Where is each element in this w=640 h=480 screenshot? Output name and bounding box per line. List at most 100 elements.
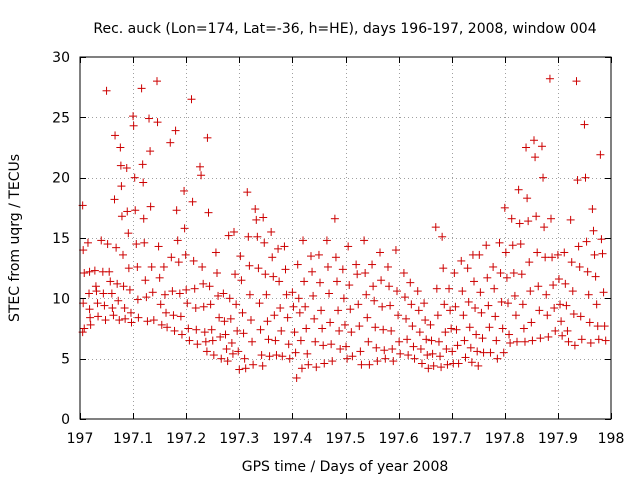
data-point: [288, 288, 297, 297]
data-point: [414, 306, 423, 315]
data-point: [400, 293, 409, 302]
data-point: [133, 262, 142, 271]
data-point: [333, 277, 342, 286]
data-point: [564, 337, 573, 346]
data-point: [244, 232, 253, 241]
data-point: [362, 290, 371, 299]
data-point: [535, 306, 544, 315]
data-point: [556, 300, 565, 309]
data-point: [191, 303, 200, 312]
data-point: [174, 258, 183, 267]
data-point: [527, 318, 536, 327]
data-point: [346, 305, 355, 314]
data-point: [124, 264, 133, 273]
data-point: [182, 285, 191, 294]
data-point: [599, 288, 608, 297]
data-point: [591, 272, 600, 281]
data-point: [549, 281, 558, 290]
data-point: [330, 214, 339, 223]
data-point: [256, 325, 265, 334]
data-point: [127, 318, 136, 327]
data-point: [238, 308, 247, 317]
data-point: [157, 320, 166, 329]
data-point: [302, 324, 311, 333]
data-point: [236, 252, 245, 261]
data-point: [227, 338, 236, 347]
data-point: [569, 310, 578, 319]
data-point: [97, 236, 106, 245]
data-point: [183, 299, 192, 308]
data-point: [472, 330, 481, 339]
data-point: [360, 236, 369, 245]
data-point: [389, 357, 398, 366]
data-point: [255, 299, 264, 308]
data-point: [237, 276, 246, 285]
data-point: [421, 316, 430, 325]
data-point: [355, 322, 364, 331]
data-point: [581, 173, 590, 182]
data-point: [142, 293, 151, 302]
data-point: [530, 136, 539, 145]
data-point: [343, 354, 352, 363]
data-point: [347, 328, 356, 337]
data-point: [101, 316, 110, 325]
data-point: [473, 347, 482, 356]
data-point: [543, 311, 552, 320]
data-point: [222, 345, 231, 354]
data-point: [154, 242, 163, 251]
data-point: [399, 268, 408, 277]
data-point: [486, 348, 495, 357]
data-point: [542, 290, 551, 299]
data-point: [323, 262, 332, 271]
data-point: [114, 296, 123, 305]
data-point: [300, 277, 309, 286]
data-point: [308, 267, 317, 276]
data-point: [285, 354, 294, 363]
data-point: [370, 296, 379, 305]
data-point: [434, 337, 443, 346]
data-point: [575, 262, 584, 271]
x-tick-label: 197.2: [166, 431, 206, 447]
data-point: [93, 299, 102, 308]
data-point: [259, 213, 268, 222]
data-point: [489, 262, 498, 271]
data-point: [457, 256, 466, 265]
data-point: [85, 267, 94, 276]
data-point: [254, 264, 263, 273]
data-point: [534, 282, 543, 291]
data-point: [528, 336, 537, 345]
data-point: [184, 324, 193, 333]
data-point: [133, 295, 142, 304]
data-point: [511, 311, 520, 320]
data-point: [394, 311, 403, 320]
data-point: [170, 326, 179, 335]
data-point: [577, 335, 586, 344]
data-point: [229, 227, 238, 236]
data-point: [260, 238, 269, 247]
data-point: [225, 294, 234, 303]
y-tick-label: 5: [61, 352, 70, 368]
data-point: [297, 364, 306, 373]
data-point: [239, 329, 248, 338]
data-point: [269, 272, 278, 281]
data-point: [507, 214, 516, 223]
data-point: [111, 131, 120, 140]
data-point: [458, 287, 467, 296]
data-point: [557, 317, 566, 326]
data-point: [357, 360, 366, 369]
data-point: [248, 337, 257, 346]
data-point: [197, 171, 206, 180]
data-point: [251, 205, 260, 214]
data-point: [138, 160, 147, 169]
data-point: [105, 267, 114, 276]
data-point: [198, 262, 207, 271]
y-tick-label: 25: [52, 110, 70, 126]
data-point: [190, 284, 199, 293]
data-point: [485, 323, 494, 332]
data-point: [106, 277, 115, 286]
y-tick-label: 20: [52, 171, 70, 187]
data-point: [427, 336, 436, 345]
data-point: [171, 126, 180, 135]
data-point: [317, 306, 326, 315]
data-point: [252, 215, 261, 224]
